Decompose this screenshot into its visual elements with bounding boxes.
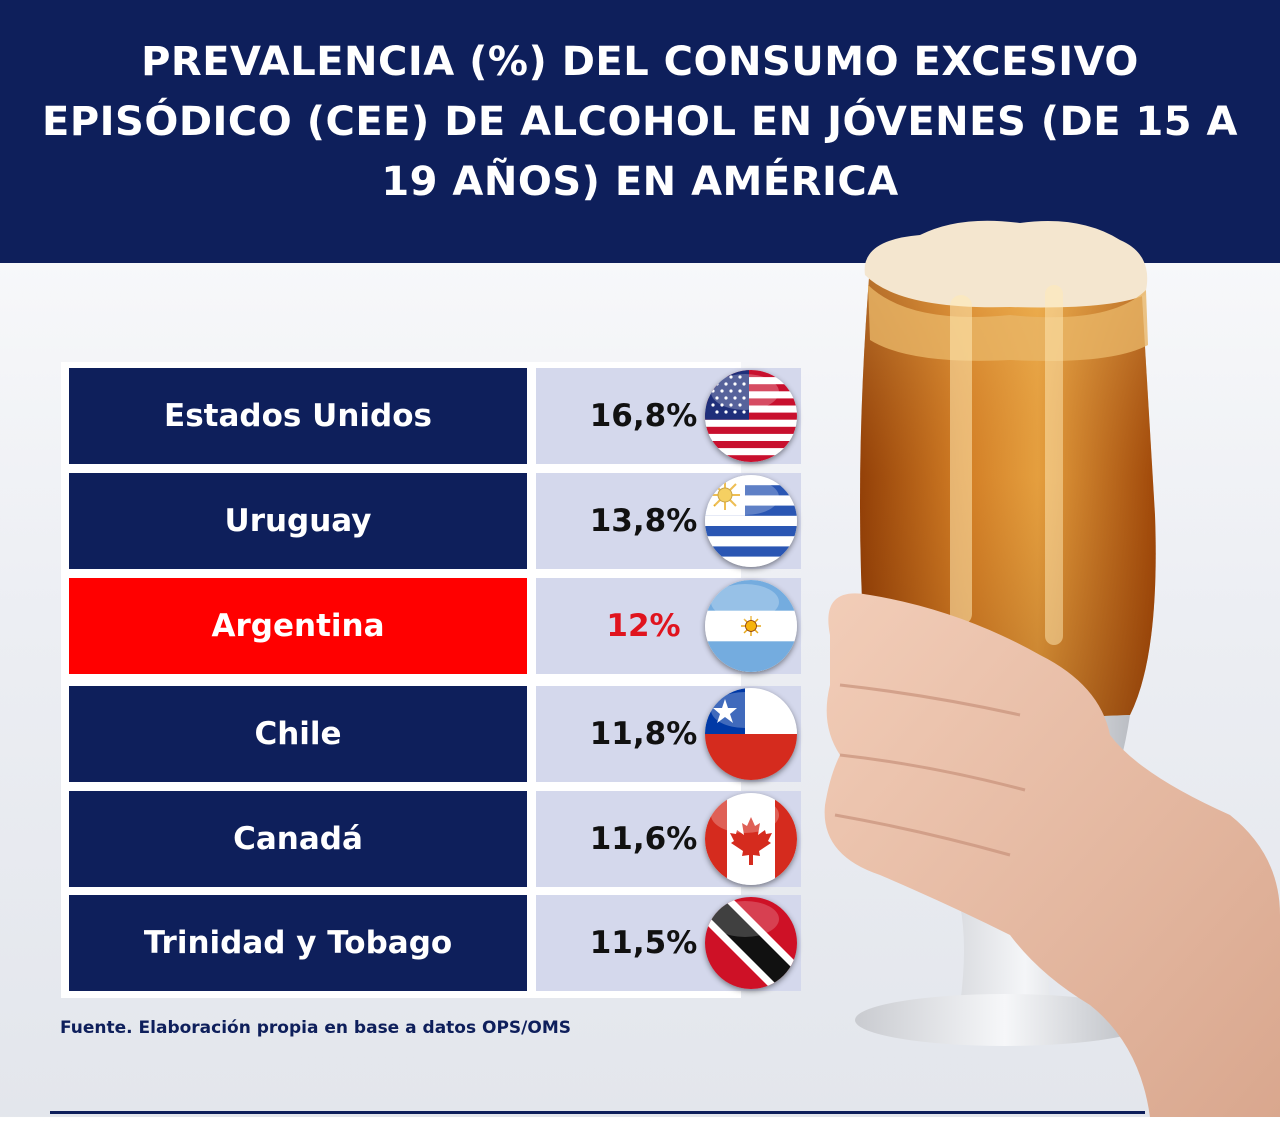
- bottom-divider: [50, 1111, 1145, 1114]
- usa-flag-icon: [705, 370, 797, 462]
- country-label: Estados Unidos: [69, 368, 527, 464]
- table-background: [61, 362, 741, 998]
- chile-flag-icon: [705, 688, 797, 780]
- country-label: Argentina: [69, 578, 527, 674]
- trinidad-flag-icon: [705, 897, 797, 989]
- value-label: 12%: [606, 608, 681, 644]
- value-label: 11,8%: [589, 716, 698, 752]
- uruguay-flag-icon: [705, 475, 797, 567]
- title-banner: PREVALENCIA (%) DEL CONSUMO EXCESIVO EPI…: [0, 0, 1280, 263]
- source-note: Fuente. Elaboración propia en base a dat…: [60, 1018, 571, 1038]
- country-label: Trinidad y Tobago: [69, 895, 527, 991]
- value-label: 11,5%: [589, 925, 698, 961]
- chart-title: PREVALENCIA (%) DEL CONSUMO EXCESIVO EPI…: [42, 38, 1238, 205]
- value-label: 13,8%: [589, 503, 698, 539]
- beer-glass-image: [810, 215, 1280, 1117]
- country-label: Canadá: [69, 791, 527, 887]
- canada-flag-icon: [705, 793, 797, 885]
- country-label: Uruguay: [69, 473, 527, 569]
- value-label: 11,6%: [589, 821, 698, 857]
- value-label: 16,8%: [589, 398, 698, 434]
- country-label: Chile: [69, 686, 527, 782]
- argentina-flag-icon: [705, 580, 797, 672]
